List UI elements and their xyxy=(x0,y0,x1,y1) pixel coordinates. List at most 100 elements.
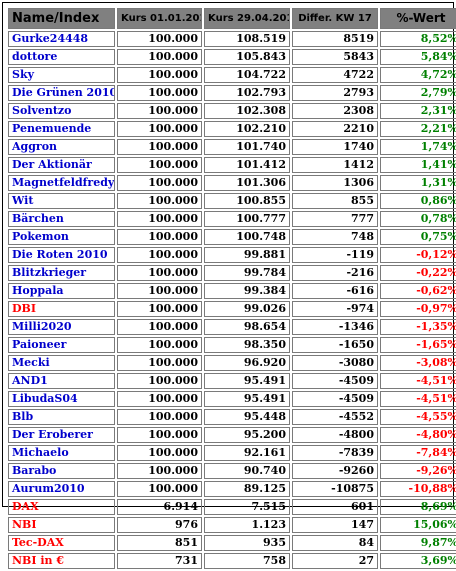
row-name: AND1 xyxy=(8,373,115,389)
row-difference: -10875 xyxy=(292,481,378,497)
row-current-price: 100.748 xyxy=(204,229,290,245)
row-difference: 147 xyxy=(292,517,378,533)
row-percent: 2,21% xyxy=(380,121,456,137)
row-percent: -0,22% xyxy=(380,265,456,281)
row-name: Sky xyxy=(8,67,115,83)
table-row: Milli2020 100.000 98.654 -1346 -1,35% xyxy=(8,319,456,335)
table-row: Die Roten 2010 100.000 99.881 -119 -0,12% xyxy=(8,247,456,263)
row-name: NBI xyxy=(8,517,115,533)
table-row: Die Grünen 2010 100.000 102.793 2793 2,79% xyxy=(8,85,456,101)
row-name: Aurum2010 xyxy=(8,481,115,497)
row-difference: 748 xyxy=(292,229,378,245)
row-difference: 1740 xyxy=(292,139,378,155)
row-start-price: 100.000 xyxy=(117,121,202,137)
row-percent: -4,51% xyxy=(380,391,456,407)
row-current-price: 7.515 xyxy=(204,499,290,515)
table-row: Michaelo 100.000 92.161 -7839 -7,84% xyxy=(8,445,456,461)
row-percent: -0,97% xyxy=(380,301,456,317)
row-name: NBI in € xyxy=(8,553,115,569)
row-difference: 855 xyxy=(292,193,378,209)
row-current-price: 100.855 xyxy=(204,193,290,209)
row-percent: 1,74% xyxy=(380,139,456,155)
row-difference: 5843 xyxy=(292,49,378,65)
row-name: Solventzo xyxy=(8,103,115,119)
row-current-price: 101.306 xyxy=(204,175,290,191)
row-percent: 9,87% xyxy=(380,535,456,551)
row-current-price: 92.161 xyxy=(204,445,290,461)
table-row: LibudaS04 100.000 95.491 -4509 -4,51% xyxy=(8,391,456,407)
row-percent: -7,84% xyxy=(380,445,456,461)
table-row: Mecki 100.000 96.920 -3080 -3,08% xyxy=(8,355,456,371)
row-name: Tec-DAX xyxy=(8,535,115,551)
row-current-price: 105.843 xyxy=(204,49,290,65)
row-start-price: 100.000 xyxy=(117,31,202,47)
row-start-price: 100.000 xyxy=(117,301,202,317)
row-percent: 0,75% xyxy=(380,229,456,245)
table-row: Magnetfeldfredy 100.000 101.306 1306 1,31% xyxy=(8,175,456,191)
row-name: Barabo xyxy=(8,463,115,479)
row-start-price: 100.000 xyxy=(117,175,202,191)
row-current-price: 98.654 xyxy=(204,319,290,335)
row-start-price: 100.000 xyxy=(117,193,202,209)
row-name: Milli2020 xyxy=(8,319,115,335)
table-row: Solventzo 100.000 102.308 2308 2,31% xyxy=(8,103,456,119)
row-start-price: 100.000 xyxy=(117,481,202,497)
row-percent: -9,26% xyxy=(380,463,456,479)
row-difference: -4509 xyxy=(292,373,378,389)
row-name: Magnetfeldfredy xyxy=(8,175,115,191)
row-percent: 8,69% xyxy=(380,499,456,515)
row-name: Hoppala xyxy=(8,283,115,299)
row-percent: -1,65% xyxy=(380,337,456,353)
row-current-price: 89.125 xyxy=(204,481,290,497)
header-current-price: Kurs 29.04.2011 xyxy=(204,8,290,29)
table-body: Gurke24448 100.000 108.519 8519 8,52% dottore… xyxy=(8,31,456,569)
row-start-price: 100.000 xyxy=(117,445,202,461)
table-row: AND1 100.000 95.491 -4509 -4,51% xyxy=(8,373,456,389)
row-name: Mecki xyxy=(8,355,115,371)
row-difference: -4509 xyxy=(292,391,378,407)
row-difference: -9260 xyxy=(292,463,378,479)
table-row: Barabo 100.000 90.740 -9260 -9,26% xyxy=(8,463,456,479)
table-row: Wit 100.000 100.855 855 0,86% xyxy=(8,193,456,209)
row-name: Der Aktionär xyxy=(8,157,115,173)
table-row: Der Eroberer 100.000 95.200 -4800 -4,80% xyxy=(8,427,456,443)
row-start-price: 851 xyxy=(117,535,202,551)
row-start-price: 100.000 xyxy=(117,85,202,101)
row-current-price: 99.384 xyxy=(204,283,290,299)
row-percent: -0,62% xyxy=(380,283,456,299)
row-difference: 2308 xyxy=(292,103,378,119)
row-current-price: 101.740 xyxy=(204,139,290,155)
row-current-price: 102.793 xyxy=(204,85,290,101)
row-current-price: 102.308 xyxy=(204,103,290,119)
table-row: Aurum2010 100.000 89.125 -10875 -10,88% xyxy=(8,481,456,497)
row-name: Wit xyxy=(8,193,115,209)
row-current-price: 95.491 xyxy=(204,373,290,389)
row-difference: 1412 xyxy=(292,157,378,173)
row-name: Penemuende xyxy=(8,121,115,137)
row-start-price: 100.000 xyxy=(117,229,202,245)
row-difference: -216 xyxy=(292,265,378,281)
row-name: Die Grünen 2010 xyxy=(8,85,115,101)
row-difference: -616 xyxy=(292,283,378,299)
row-percent: -4,80% xyxy=(380,427,456,443)
row-name: Pokemon xyxy=(8,229,115,245)
row-name: dottore xyxy=(8,49,115,65)
table-row: Aggron 100.000 101.740 1740 1,74% xyxy=(8,139,456,155)
row-start-price: 100.000 xyxy=(117,355,202,371)
row-difference: -7839 xyxy=(292,445,378,461)
row-difference: 777 xyxy=(292,211,378,227)
row-start-price: 731 xyxy=(117,553,202,569)
row-name: LibudaS04 xyxy=(8,391,115,407)
row-percent: 0,86% xyxy=(380,193,456,209)
row-start-price: 100.000 xyxy=(117,211,202,227)
table-row: Der Aktionär 100.000 101.412 1412 1,41% xyxy=(8,157,456,173)
table-row: Bärchen 100.000 100.777 777 0,78% xyxy=(8,211,456,227)
row-percent: 2,31% xyxy=(380,103,456,119)
header-name: Name/Index xyxy=(8,8,115,29)
table-row: dottore 100.000 105.843 5843 5,84% xyxy=(8,49,456,65)
row-current-price: 100.777 xyxy=(204,211,290,227)
row-percent: 2,79% xyxy=(380,85,456,101)
row-current-price: 95.491 xyxy=(204,391,290,407)
table-row: Gurke24448 100.000 108.519 8519 8,52% xyxy=(8,31,456,47)
